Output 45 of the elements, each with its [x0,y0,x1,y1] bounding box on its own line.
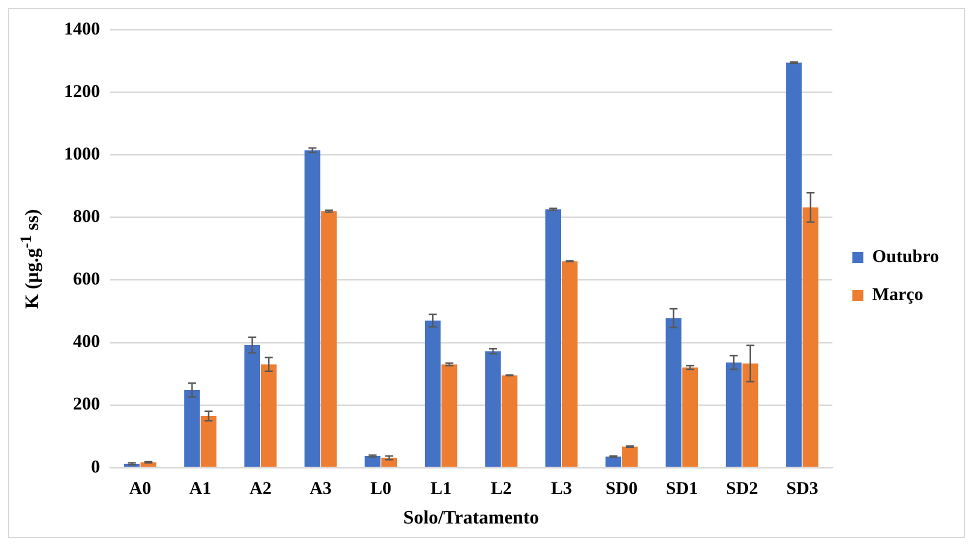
bar [485,351,501,467]
y-tick-label: 1400 [64,18,100,38]
bar [682,368,698,467]
y-tick-label: 1000 [64,144,100,164]
bar [424,320,441,467]
x-tick-label: SD3 [786,478,818,498]
bar [321,211,337,467]
x-tick-label: A1 [189,478,212,498]
y-tick-label: 0 [91,456,100,476]
x-tick-label: SD0 [606,478,638,498]
x-tick-label: A3 [310,478,332,498]
legend-label: Março [872,284,924,304]
x-tick-label: L3 [550,478,572,498]
x-tick-label: L1 [430,478,452,498]
y-tick-label: 200 [73,394,100,414]
x-tick-label: L2 [490,478,512,498]
bar [502,375,518,467]
y-tick-label: 600 [73,268,100,289]
legend-label: Outubro [872,246,940,266]
bar [364,456,380,467]
bar [441,364,458,467]
bar [184,390,200,467]
bar [786,62,802,467]
bar [304,150,320,467]
y-tick-label: 800 [73,206,100,226]
bar [726,362,742,467]
y-tick-label: 1200 [64,81,100,101]
x-tick-label: SD2 [726,478,758,498]
x-tick-label: SD1 [666,478,698,498]
bar [742,363,758,467]
bar [666,318,682,467]
x-tick-label: A0 [129,478,152,498]
bar [802,207,818,467]
bar [260,364,277,467]
y-tick-label: 400 [73,331,100,352]
bar [381,458,398,467]
bar [562,261,578,467]
bar [622,446,638,467]
bar [545,209,562,467]
bar [244,345,260,467]
x-axis-title: Solo/Tratamento [403,508,540,529]
x-tick-label: A2 [249,478,272,498]
bar [200,416,216,467]
bar [605,456,622,467]
x-tick-label: L0 [370,478,392,498]
